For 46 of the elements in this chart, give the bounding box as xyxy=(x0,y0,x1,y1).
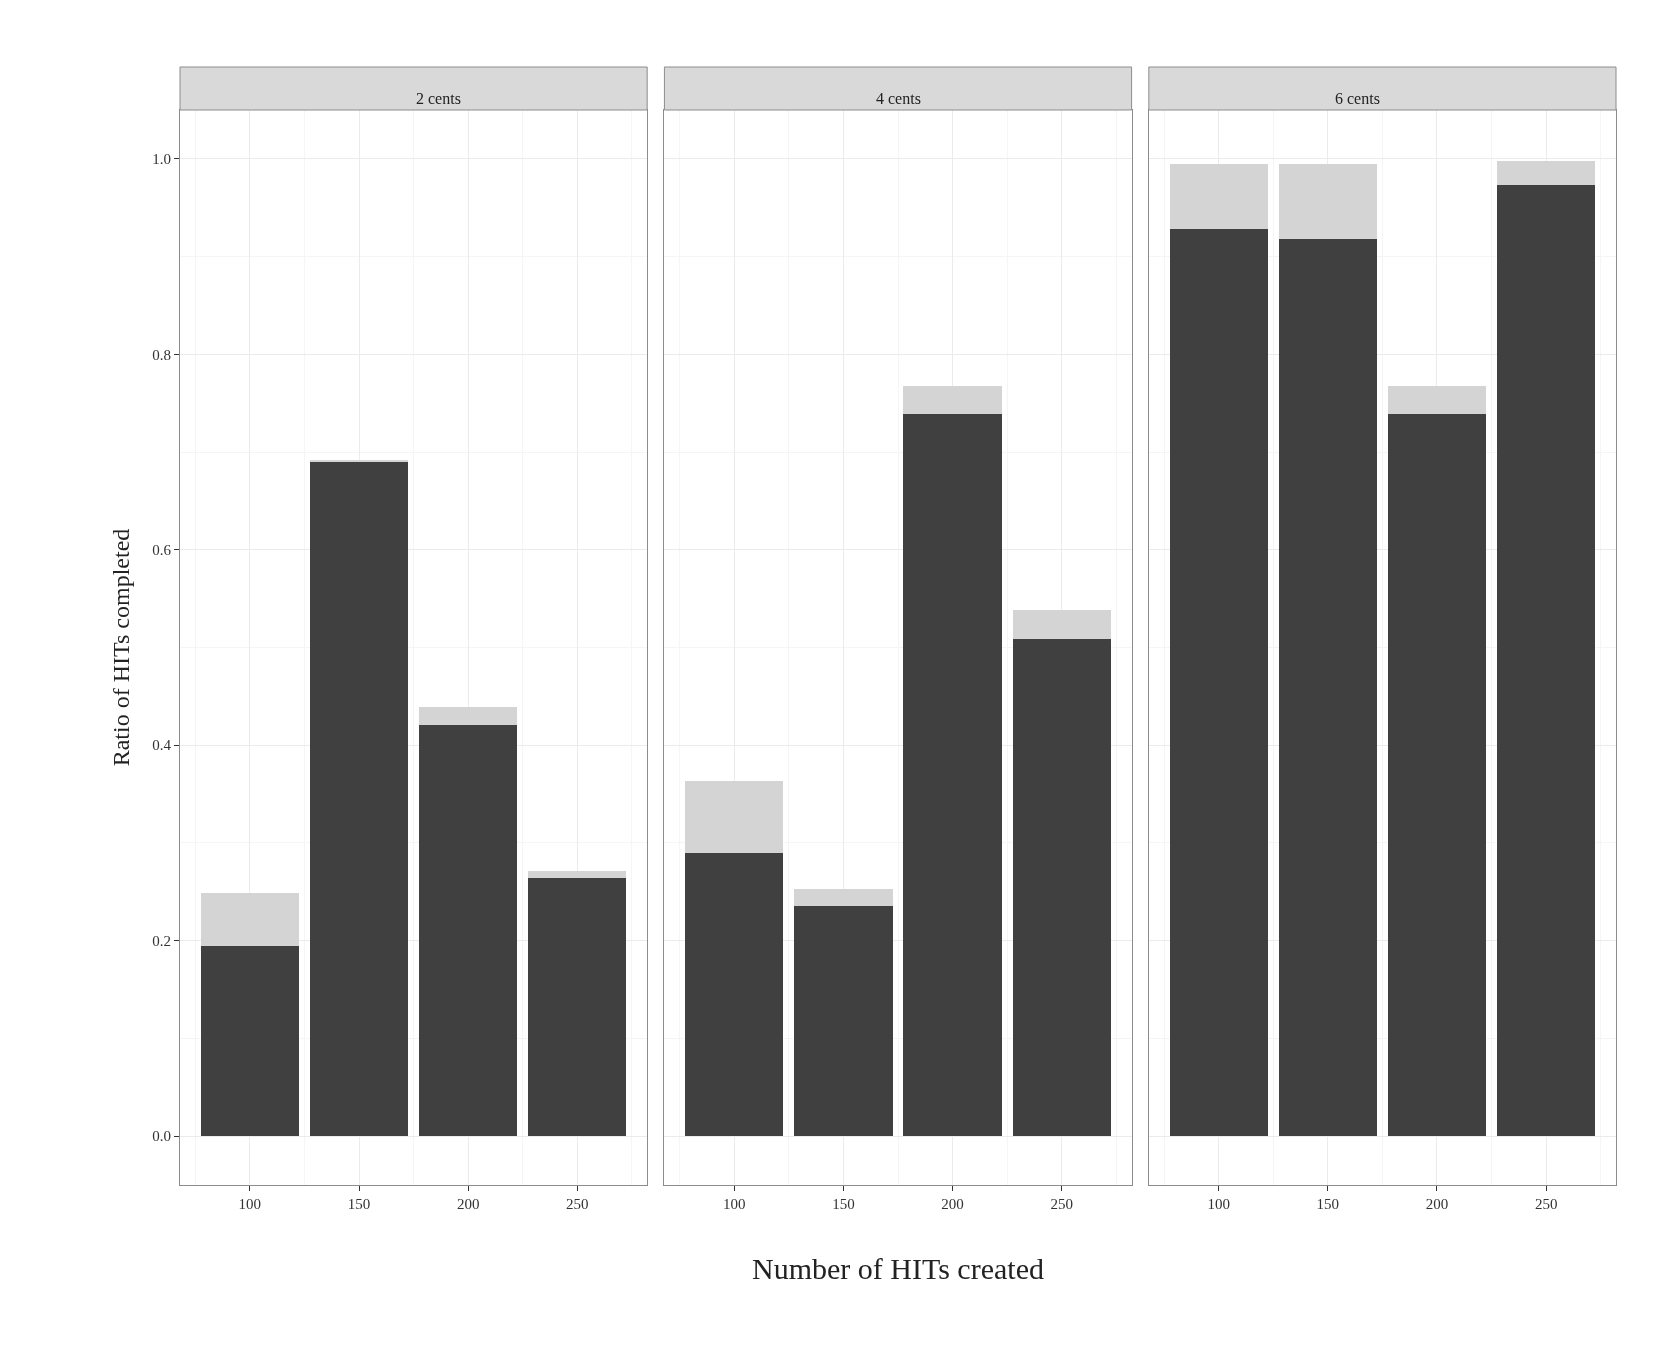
x-tick-label: 250 xyxy=(1534,1196,1558,1212)
bar xyxy=(528,878,627,1137)
bar xyxy=(1497,160,1596,186)
bar xyxy=(1387,413,1487,1137)
y-tick-label: 0.4 xyxy=(152,737,172,754)
bar xyxy=(200,892,299,946)
bar xyxy=(794,888,893,907)
bar xyxy=(1278,239,1377,1137)
bar xyxy=(1278,163,1377,239)
x-tick-label: 150 xyxy=(832,1196,855,1212)
bar xyxy=(528,871,627,879)
bar xyxy=(1012,638,1111,1137)
bar xyxy=(794,906,893,1137)
y-axis-title: Ratio of HITs completed xyxy=(108,528,135,767)
chart-title: 4 cents xyxy=(876,90,921,107)
chart-title: 2 cents xyxy=(416,90,461,107)
x-tick-label: 100 xyxy=(1207,1196,1230,1212)
x-tick-label: 100 xyxy=(723,1196,746,1212)
bar xyxy=(1387,385,1487,414)
y-tick-label: 0.0 xyxy=(152,1128,171,1145)
x-axis-title: Number of HITs created xyxy=(752,1252,1044,1285)
x-tick-label: 250 xyxy=(1050,1196,1073,1212)
bar xyxy=(200,945,299,1137)
bar xyxy=(685,781,784,853)
bar xyxy=(685,852,784,1137)
x-tick-label: 250 xyxy=(566,1196,589,1212)
bar xyxy=(1169,229,1268,1137)
bar xyxy=(903,385,1002,414)
y-tick-label: 1.0 xyxy=(152,151,171,168)
bar xyxy=(1012,610,1111,639)
x-tick-label: 200 xyxy=(1425,1196,1449,1212)
x-tick-label: 200 xyxy=(456,1196,480,1212)
bar xyxy=(1169,163,1268,230)
bar xyxy=(903,413,1002,1137)
x-tick-label: 200 xyxy=(941,1196,964,1212)
bar xyxy=(419,724,518,1137)
y-tick-label: 0.6 xyxy=(152,542,172,559)
chart-title: 6 cents xyxy=(1335,90,1380,107)
y-tick-label: 0.2 xyxy=(152,932,171,949)
x-tick-label: 150 xyxy=(1316,1196,1340,1212)
bar xyxy=(419,707,518,725)
x-tick-label: 150 xyxy=(347,1196,371,1212)
x-tick-label: 100 xyxy=(238,1196,262,1212)
y-tick-label: 0.8 xyxy=(152,346,171,363)
bar xyxy=(309,461,409,1137)
bar xyxy=(1497,185,1596,1137)
